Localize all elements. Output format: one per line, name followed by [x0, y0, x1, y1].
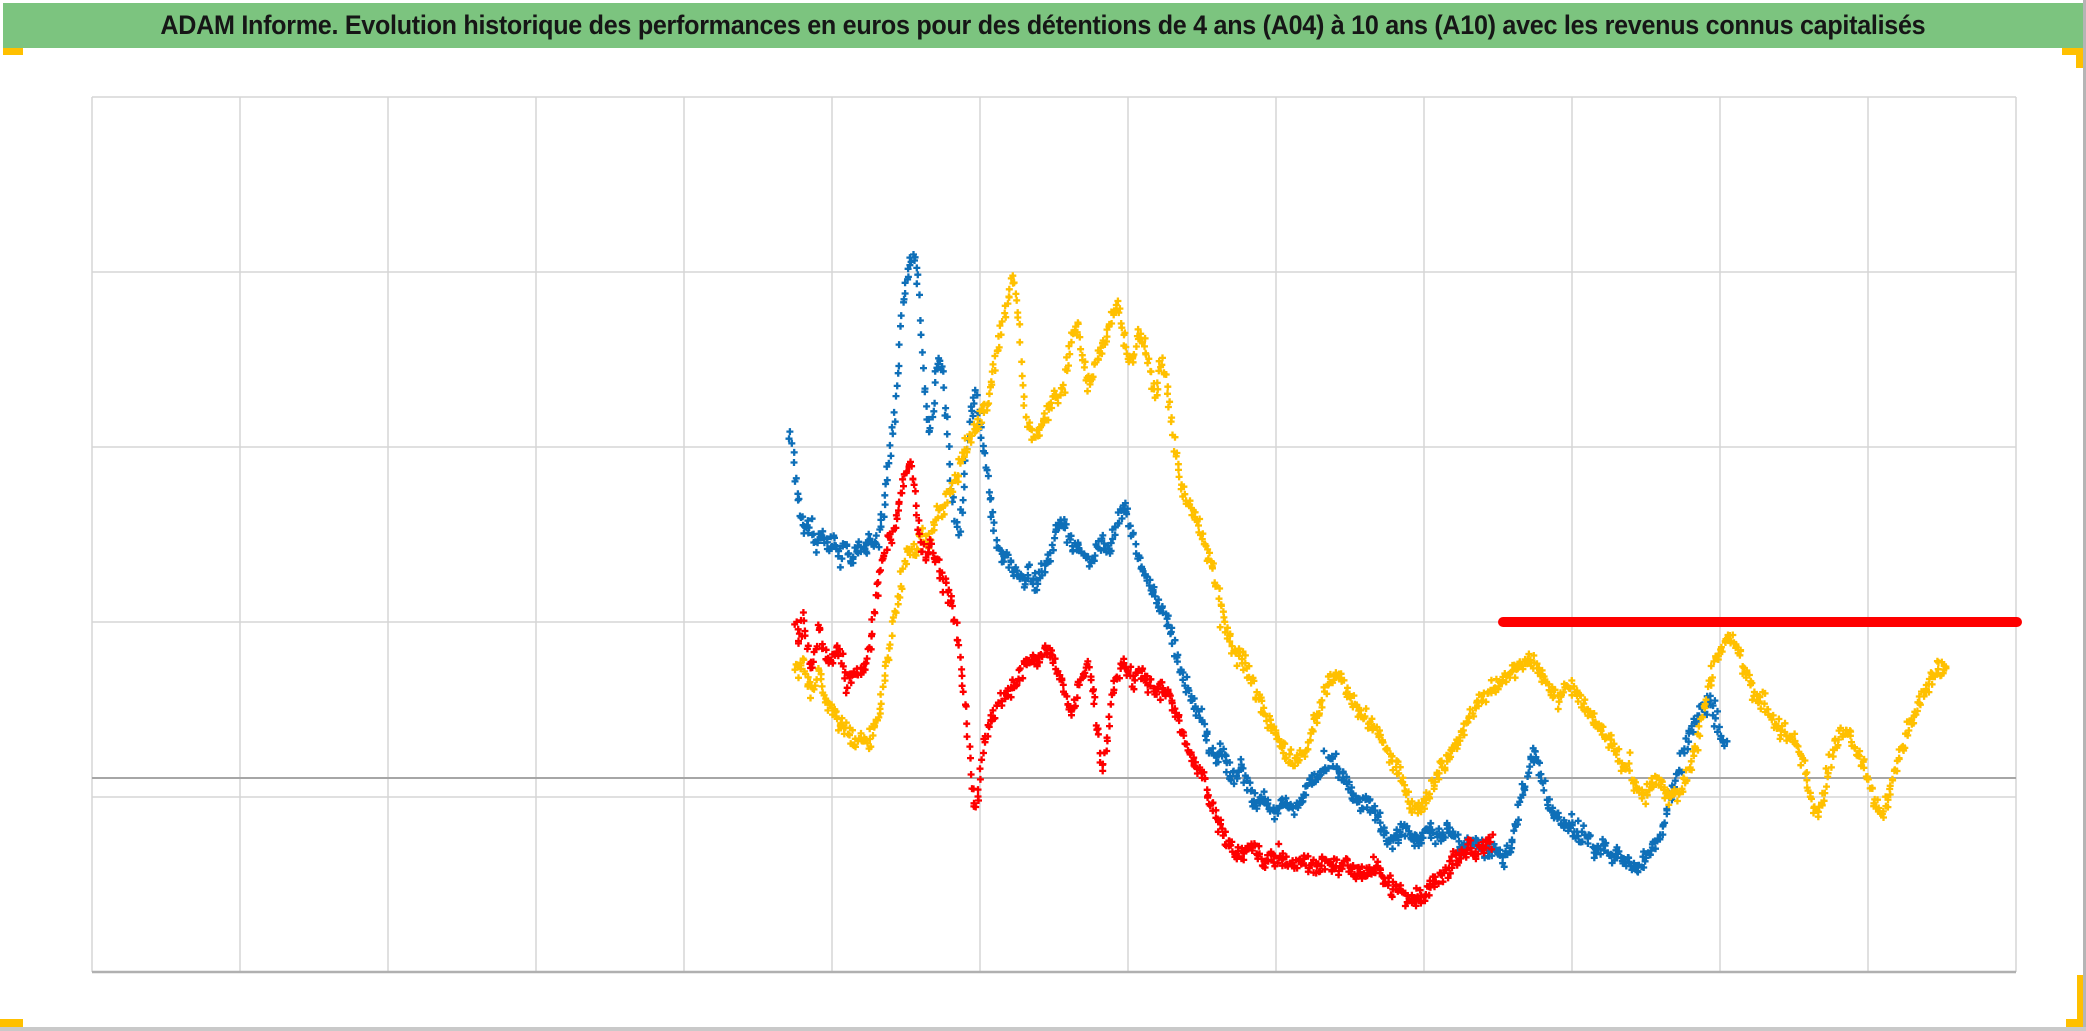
window-bottom-bar	[0, 1027, 2086, 1031]
chart-title: ADAM Informe. Evolution historique des p…	[160, 10, 1926, 40]
series-blue-markers	[785, 251, 1731, 876]
accent-bottom-left	[0, 1019, 23, 1028]
accent-bottom-right-v	[2077, 975, 2083, 1022]
series-red-markers	[791, 458, 1497, 910]
accent-top-left	[3, 48, 23, 55]
accent-top-right-h	[2062, 48, 2083, 55]
series-gold-markers	[791, 272, 1950, 821]
chart-title-bar: ADAM Informe. Evolution historique des p…	[3, 3, 2083, 48]
accent-bottom-right	[2066, 1019, 2086, 1028]
window-right-edge	[2083, 0, 2086, 1031]
accent-top-right-v	[2076, 48, 2083, 68]
